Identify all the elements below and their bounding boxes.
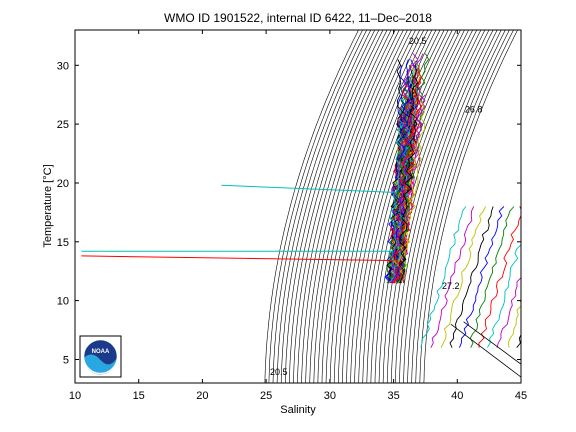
isopycnal-label: 27.2 — [442, 281, 460, 291]
x-axis-ticks: 10 15 20 25 30 35 40 45 — [69, 30, 527, 402]
isopycnal-line — [407, 30, 502, 383]
isopycnal-line — [321, 30, 416, 383]
isopycnal-line — [403, 30, 498, 383]
isopycnal-line — [374, 30, 469, 383]
isopycnal-line — [313, 30, 408, 383]
offset-profiles — [420, 206, 569, 378]
isopycnal-line — [395, 30, 490, 383]
y-tick-label: 30 — [57, 60, 69, 72]
isopycnal-line — [280, 30, 376, 383]
offset-profile — [526, 207, 569, 348]
isopycnal-label: 20.5 — [270, 367, 288, 377]
isopycnal-line — [411, 30, 506, 383]
isopycnal-line — [293, 30, 388, 383]
isopycnal-line — [358, 30, 453, 383]
isopycnal-label: 26.8 — [465, 104, 483, 114]
profile-line — [386, 59, 404, 284]
x-tick-label: 10 — [69, 390, 81, 402]
connector-line — [463, 321, 521, 365]
offset-profile — [478, 206, 521, 348]
isopycnal-lines — [264, 30, 518, 383]
isopycnal-line — [382, 30, 478, 383]
chart-title: WMO ID 1901522, internal ID 6422, 11–Dec… — [164, 11, 432, 25]
profile-line — [391, 94, 418, 284]
profile-line — [397, 141, 418, 284]
isopycnal-line — [325, 30, 420, 383]
x-tick-label: 15 — [133, 390, 145, 402]
profile-line — [399, 100, 426, 284]
offset-profile — [469, 206, 515, 348]
offset-profile — [507, 298, 521, 348]
isopycnal-line — [264, 30, 359, 383]
isopycnal-labels: 20.5 20.5 26.8 27.2 — [270, 36, 482, 377]
profile-lines — [384, 53, 430, 284]
y-axis-label: Temperature [°C] — [42, 164, 54, 247]
offset-profile — [449, 206, 494, 348]
isopycnal-line — [362, 30, 457, 383]
isopycnal-line — [317, 30, 412, 383]
x-tick-label: 45 — [515, 390, 527, 402]
isopycnal-line — [386, 30, 482, 383]
offset-profile — [516, 333, 521, 348]
isopycnal-line — [301, 30, 396, 383]
y-axis-ticks: 5 10 15 20 25 30 — [57, 60, 521, 367]
outlier-profiles — [81, 184, 394, 262]
x-tick-label: 35 — [387, 390, 399, 402]
svg-text:NOAA: NOAA — [92, 349, 110, 355]
outlier-profile — [221, 184, 394, 193]
x-tick-label: 20 — [196, 390, 208, 402]
offset-profile — [440, 206, 487, 348]
plot-frame — [74, 29, 522, 384]
isopycnal-line — [285, 30, 380, 383]
y-tick-label: 5 — [63, 355, 69, 367]
noaa-logo: NOAA — [79, 335, 122, 378]
y-tick-label: 20 — [57, 178, 69, 190]
isopycnal-line — [272, 30, 367, 383]
connector-line — [450, 323, 521, 378]
isopycnal-line — [354, 30, 449, 383]
isopycnal-line — [342, 30, 437, 383]
profile-line — [388, 117, 405, 284]
profile-line — [398, 100, 423, 284]
offset-profile — [487, 244, 521, 348]
y-tick-label: 15 — [57, 237, 69, 249]
isopycnal-line — [289, 30, 384, 383]
y-tick-label: 10 — [57, 296, 69, 308]
offset-profile — [430, 206, 475, 348]
isopycnal-line — [305, 30, 400, 383]
profile-line — [398, 65, 419, 284]
isopycnal-line — [399, 30, 494, 383]
isopycnal-line — [268, 30, 363, 383]
isopycnal-line — [419, 30, 514, 383]
x-tick-label: 30 — [324, 390, 336, 402]
isopycnal-line — [391, 30, 486, 383]
isopycnal-line — [276, 30, 372, 383]
isopycnal-line — [366, 30, 461, 383]
offset-profile — [458, 206, 505, 348]
isopycnal-line — [415, 30, 510, 383]
outlier-profile — [81, 255, 394, 262]
profile-line — [389, 65, 413, 284]
y-tick-label: 25 — [57, 119, 69, 131]
x-tick-label: 25 — [260, 390, 272, 402]
isopycnal-line — [329, 30, 425, 383]
x-tick-label: 40 — [451, 390, 463, 402]
isopycnal-line — [309, 30, 404, 383]
isopycnal-line — [297, 30, 392, 383]
offset-profile — [496, 271, 521, 348]
isopycnal-label: 20.5 — [409, 36, 427, 46]
offset-profile — [420, 206, 467, 348]
x-axis-label: Salinity — [280, 404, 316, 416]
